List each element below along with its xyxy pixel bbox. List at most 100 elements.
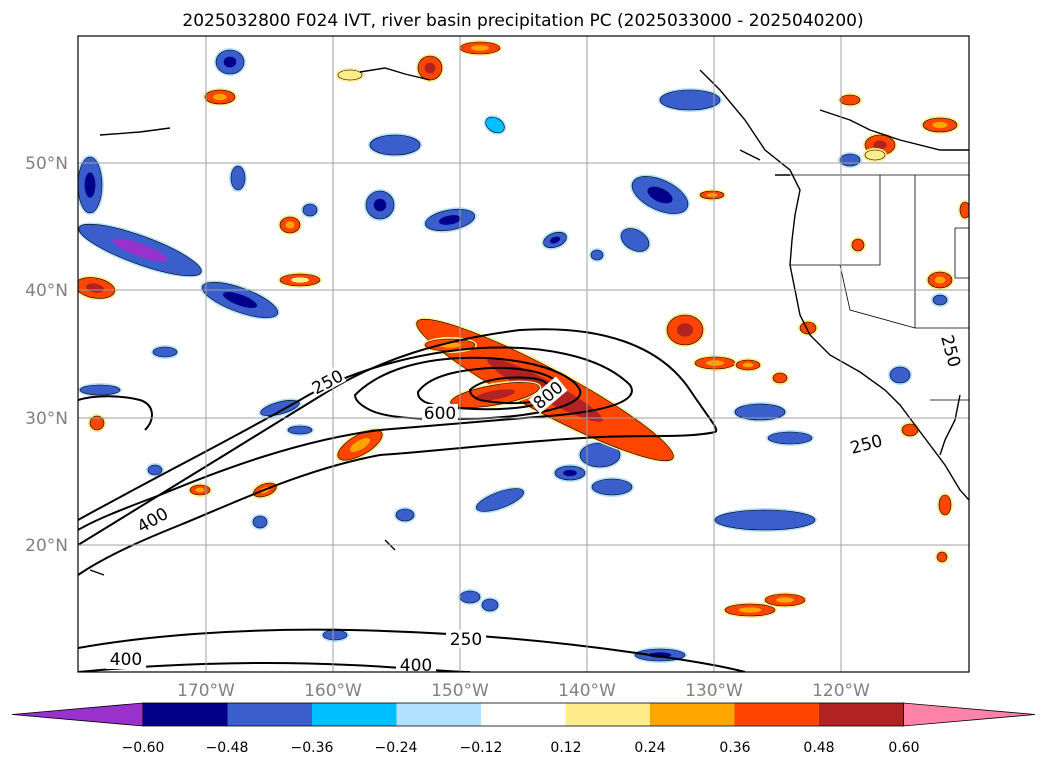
pc-region (772, 372, 788, 384)
colorbar-tick: −0.24 (375, 740, 418, 756)
pc-region-core (742, 362, 754, 368)
contour-label: 600 (424, 404, 456, 424)
colorbar-extend-low (11, 702, 144, 727)
colorbar-segment (396, 703, 482, 726)
pc-region-core (291, 277, 309, 283)
pc-region (959, 201, 969, 219)
pc-region-core (112, 238, 168, 262)
pc-region-core (471, 45, 489, 51)
lon-label: 130°W (685, 681, 743, 701)
colorbar-tick: 0.48 (803, 740, 834, 756)
colorbar-tick: −0.36 (291, 740, 334, 756)
pc-region (230, 165, 246, 191)
pc-region (864, 149, 886, 161)
pc-region (287, 425, 313, 435)
pc-region-core (647, 186, 673, 204)
lat-label: 30°N (25, 409, 68, 429)
pc-region (89, 415, 105, 431)
colorbar-frame (142, 702, 904, 727)
pc-region (938, 494, 952, 516)
pc-region (591, 478, 633, 496)
pc-region (252, 515, 268, 529)
colorbar-segment (227, 703, 313, 726)
pc-region-core (776, 597, 794, 603)
lat-label: 50°N (25, 154, 68, 174)
colorbar-segment (481, 703, 566, 726)
pc-region (799, 321, 817, 335)
lat-label: 20°N (25, 536, 68, 556)
pc-region-core (195, 487, 205, 493)
ivt-contours (78, 328, 746, 672)
pc-region-core (222, 292, 258, 308)
pc-region-core (350, 438, 370, 452)
pc-region (851, 238, 865, 252)
colorbar-tick: −0.48 (206, 740, 249, 756)
colorbar-tick-labels: −0.60 −0.48 −0.36 −0.24 −0.12 0.12 0.24 … (122, 740, 920, 756)
pc-region (889, 366, 911, 384)
lat-label: 40°N (25, 281, 68, 301)
colorbar-segment (143, 703, 228, 726)
pc-region (302, 203, 318, 217)
pc-region (147, 464, 163, 476)
pc-region (932, 294, 948, 306)
lon-label: 170°W (177, 681, 235, 701)
colorbar-segment (565, 703, 651, 726)
colorbar-tick: −0.60 (122, 740, 165, 756)
pc-region-core (285, 221, 295, 229)
map-frame (77, 35, 970, 673)
precipitation-pc-fields (78, 40, 969, 663)
pc-region (579, 442, 621, 468)
pc-region-core (676, 323, 694, 337)
lon-label: 140°W (558, 681, 616, 701)
contour-label: 250 (450, 630, 482, 650)
pc-region-core (373, 198, 387, 212)
colorbar-tick: 0.12 (550, 740, 581, 756)
colorbar-extend-high (903, 702, 1036, 727)
longitude-labels: 170°W 160°W 150°W 140°W 130°W 120°W (177, 681, 870, 701)
pc-region (322, 629, 348, 641)
state-borders (789, 174, 969, 401)
pc-region-core (934, 276, 946, 284)
contour-label: 400 (110, 650, 142, 670)
pc-region-core (706, 193, 718, 197)
pc-region-core (706, 360, 724, 366)
pc-region (714, 509, 816, 531)
pc-region (839, 94, 861, 106)
pc-region (767, 431, 813, 445)
pc-region (459, 590, 481, 604)
pc-region (481, 598, 499, 612)
contour-label: 400 (400, 656, 432, 676)
pc-region (476, 488, 524, 512)
colorbar-segment (650, 703, 735, 726)
colorbar-tick: 0.24 (634, 740, 665, 756)
map-gridlines (78, 36, 969, 672)
pc-region (659, 89, 721, 111)
latitude-labels: 20°N 30°N 40°N 50°N (25, 154, 68, 556)
colorbar-segment (734, 703, 820, 726)
colorbar-tick: 0.36 (719, 740, 750, 756)
lon-label: 120°W (812, 681, 870, 701)
lon-label: 150°W (431, 681, 489, 701)
pc-region (369, 134, 421, 156)
pc-region-core (424, 62, 436, 74)
pc-region (260, 399, 300, 417)
colorbar (11, 702, 1036, 727)
pc-region (337, 69, 363, 81)
map-title: 2025032800 F024 IVT, river basin precipi… (182, 11, 863, 31)
colorbar-segment (312, 703, 397, 726)
pc-region-core (738, 607, 762, 613)
pc-region-core (563, 469, 577, 477)
pc-region-core (549, 236, 561, 244)
pc-region-core (438, 215, 462, 225)
colorbar-tick: 0.60 (888, 740, 919, 756)
pc-region-core (213, 93, 227, 101)
pc-region-core (932, 121, 948, 129)
pc-region-core (475, 389, 515, 401)
pc-region (590, 249, 604, 261)
colorbar-segment (819, 703, 904, 726)
pc-region (936, 551, 948, 563)
colorbar-tick: −0.12 (460, 740, 503, 756)
pc-region-core (873, 140, 887, 150)
pc-region (152, 346, 178, 358)
pc-region-core (223, 56, 237, 68)
